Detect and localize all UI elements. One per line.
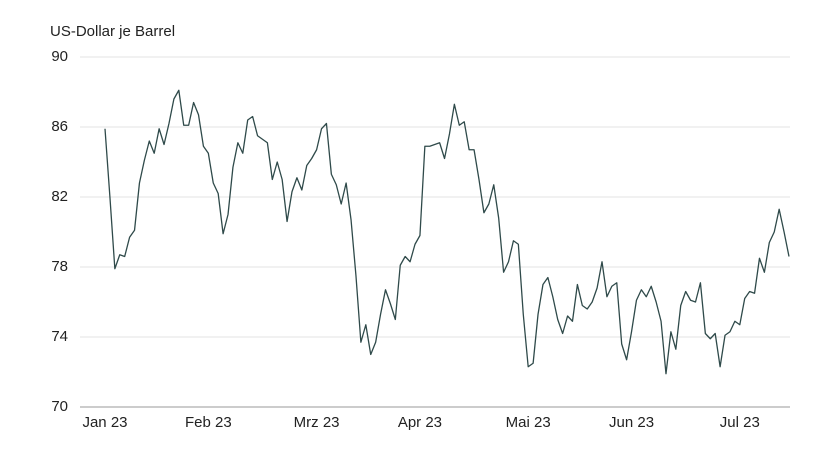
y-tick-label: 82 [51, 188, 68, 205]
x-tick-label: Jun 23 [609, 414, 654, 431]
x-tick-label: Mai 23 [506, 414, 551, 431]
y-axis-label: US-Dollar je Barrel [50, 23, 175, 40]
x-tick-label: Feb 23 [185, 414, 232, 431]
x-tick-label: Apr 23 [398, 414, 442, 431]
x-tick-label: Jul 23 [720, 414, 760, 431]
y-tick-label: 86 [51, 118, 68, 135]
y-tick-label: 90 [51, 48, 68, 65]
y-tick-label: 78 [51, 258, 68, 275]
x-tick-label: Jan 23 [82, 414, 127, 431]
y-tick-label: 70 [51, 398, 68, 415]
x-tick-label: Mrz 23 [294, 414, 340, 431]
y-tick-label: 74 [51, 328, 68, 345]
price-line [104, 89, 790, 375]
